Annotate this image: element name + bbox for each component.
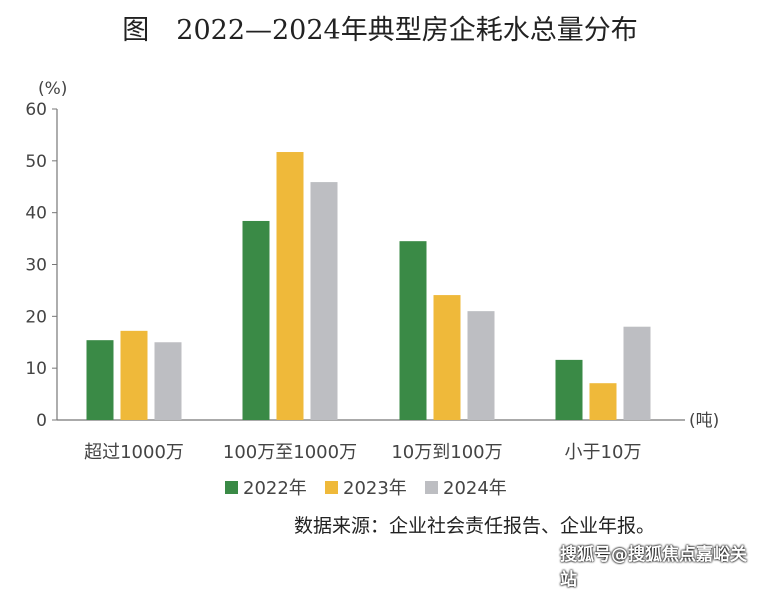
legend-label: 2023年 bbox=[343, 478, 407, 499]
bar-2023年-100万至1000万 bbox=[276, 152, 304, 420]
x-tick-label: 100万至1000万 bbox=[223, 442, 357, 463]
source-note: 数据来源：企业社会责任报告、企业年报。 bbox=[294, 515, 656, 537]
y-tick-label: 10 bbox=[25, 359, 47, 379]
y-tick-label: 20 bbox=[25, 307, 47, 327]
x-tick-label: 10万到100万 bbox=[391, 442, 502, 463]
legend-label: 2022年 bbox=[243, 478, 307, 499]
bar-2024年-10万到100万 bbox=[467, 311, 495, 420]
bar-chart: 0 10 20 30 40 50 60(%) (吨) 超过1000万 100万至1000万 10万到… bbox=[25, 79, 719, 499]
y-tick-label: 60 bbox=[25, 100, 47, 120]
bar-2022年-超过1000万 bbox=[86, 340, 114, 420]
chart-title: 图 2022—2024年典型房企耗水总量分布 bbox=[122, 15, 638, 46]
x-axis-unit: (吨) bbox=[689, 411, 719, 431]
y-tick-label: 0 bbox=[36, 411, 47, 431]
watermark: 搜狐号@搜狐焦点嘉峪关站 bbox=[560, 545, 747, 590]
bar-2024年-小于10万 bbox=[623, 326, 651, 420]
y-tick-label: 30 bbox=[25, 256, 47, 276]
legend-swatch bbox=[225, 481, 238, 494]
bar-2022年-100万至1000万 bbox=[242, 220, 270, 420]
bar-2023年-小于10万 bbox=[589, 383, 617, 420]
bar-2022年-小于10万 bbox=[555, 359, 583, 420]
legend-label: 2024年 bbox=[443, 478, 507, 499]
bar-2024年-100万至1000万 bbox=[310, 182, 338, 420]
legend-swatch bbox=[325, 481, 338, 494]
bar-2023年-超过1000万 bbox=[120, 330, 148, 420]
x-tick-label: 小于10万 bbox=[565, 442, 642, 463]
y-axis-unit: (%) bbox=[38, 79, 67, 99]
legend-swatch bbox=[425, 481, 438, 494]
bar-2024年-超过1000万 bbox=[154, 342, 182, 420]
y-tick-label: 50 bbox=[25, 152, 47, 172]
y-tick-label: 40 bbox=[25, 204, 47, 224]
bar-2023年-10万到100万 bbox=[433, 295, 461, 420]
x-tick-label: 超过1000万 bbox=[84, 442, 184, 463]
bar-2022年-10万到100万 bbox=[399, 241, 427, 420]
